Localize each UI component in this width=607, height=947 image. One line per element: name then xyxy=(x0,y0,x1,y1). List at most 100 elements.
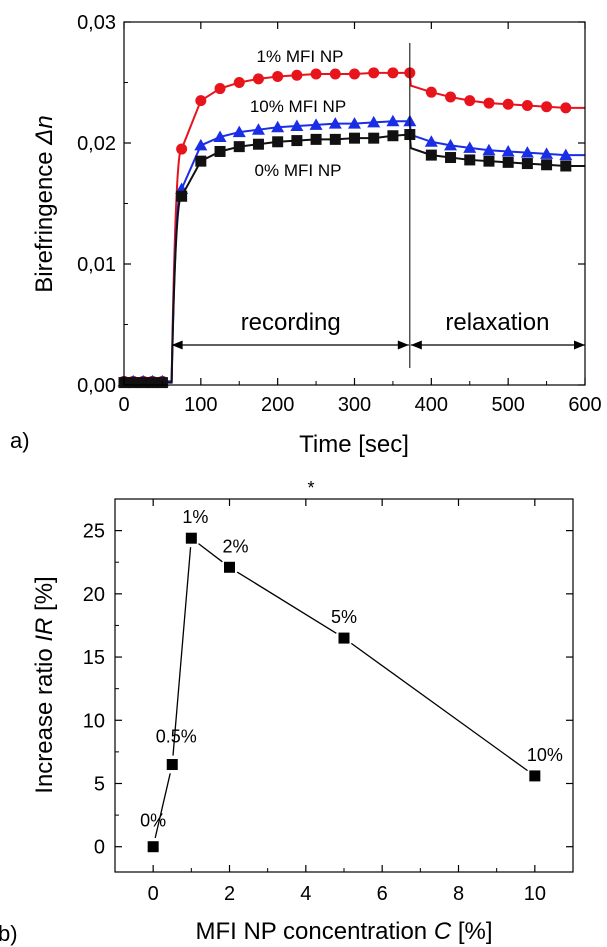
data-point-0pct xyxy=(445,152,457,164)
data-point-0pct xyxy=(425,149,437,161)
chart-b-xtick-label: 4 xyxy=(300,883,311,905)
chart-b-ytick-label: 10 xyxy=(83,710,105,732)
data-point-0pct xyxy=(541,159,553,171)
phase-arrows xyxy=(171,340,585,350)
data-point-0pct xyxy=(521,158,533,170)
data-point-1pct xyxy=(483,97,495,109)
chart-b-xtick-label: 10 xyxy=(524,883,546,905)
chart-b-ticks: 0 2 4 6 8 10 0 5 10 15 20 25 xyxy=(83,499,574,905)
data-point-1pct xyxy=(541,101,553,113)
chart-b-point xyxy=(185,532,197,544)
data-point-10pct xyxy=(367,115,381,128)
recording-label: recording xyxy=(241,309,341,336)
data-point-0pct xyxy=(329,133,341,145)
chart-b-xlabel: MFI NP concentration C [%] xyxy=(195,918,492,945)
data-point-1pct xyxy=(233,77,245,88)
data-point-1pct xyxy=(560,102,572,114)
chart-b-ytick-label: 25 xyxy=(83,521,105,543)
chart-a-ytick-label: 0,01 xyxy=(77,254,116,276)
chart-a-xtick-label: 0 xyxy=(118,394,129,416)
data-point-10pct xyxy=(559,148,573,161)
chart-a-ytick-label: 0,00 xyxy=(77,375,116,397)
chart-b-point-label: 10% xyxy=(527,745,563,765)
chart-b-segment xyxy=(154,773,171,839)
chart-b-ytick-label: 5 xyxy=(94,773,105,795)
data-point-10pct xyxy=(232,125,246,138)
chart-b-ylabel-symbol: IR xyxy=(31,618,58,642)
data-point-10pct xyxy=(444,138,458,151)
data-point-10pct xyxy=(501,144,515,157)
chart-a-xtick-label: 200 xyxy=(261,394,294,416)
data-point-1pct xyxy=(425,86,437,98)
chart-b-xlabel-symbol: C xyxy=(434,918,452,945)
data-point-1pct xyxy=(195,95,207,107)
data-point-0pct xyxy=(252,138,264,150)
data-point-0pct xyxy=(483,155,495,167)
chart-a-ytick-label: 0,03 xyxy=(77,12,116,34)
chart-b-point xyxy=(338,632,350,644)
chart-b-point xyxy=(147,841,159,853)
data-point-0pct xyxy=(195,155,207,167)
chart-b-point-label: 5% xyxy=(331,607,357,627)
chart-b-series xyxy=(147,532,541,853)
data-point-1pct xyxy=(445,91,457,103)
data-point-1pct xyxy=(521,99,533,111)
data-point-1pct xyxy=(502,98,514,110)
data-point-1pct xyxy=(464,95,476,107)
chart-b-point-label: 0% xyxy=(140,811,166,831)
chart-a-xtick-label: 600 xyxy=(568,394,601,416)
data-point-1pct xyxy=(387,67,399,79)
chart-a: 0 100 200 300 400 500 600 0,00 0,01 0,02 0,03 reco… xyxy=(10,12,602,458)
data-point-10pct xyxy=(348,117,361,129)
chart-b-ylabel-main: Increase ratio xyxy=(31,642,58,794)
chart-b-xtick-label: 6 xyxy=(377,883,388,905)
chart-a-xtick-label: 300 xyxy=(338,394,371,416)
data-point-10pct xyxy=(213,130,227,142)
data-point-10pct xyxy=(194,138,208,151)
data-point-10pct xyxy=(482,143,496,156)
chart-a-ticks: 0 100 200 300 400 500 600 0,00 0,01 0,02 0,03 xyxy=(77,12,602,416)
chart-b-point-labels: 0% 0.5% 1% 2% 5% 10% xyxy=(140,507,563,831)
data-point-1pct xyxy=(252,73,264,85)
chart-b-point-label: 2% xyxy=(222,536,248,556)
chart-b-plot-frame xyxy=(114,498,574,873)
data-point-10pct xyxy=(290,119,304,132)
data-point-10pct xyxy=(424,135,438,147)
data-point-0pct xyxy=(560,160,572,172)
data-point-10pct xyxy=(251,123,265,135)
chart-a-ylabel-main: Birefringence xyxy=(31,145,58,293)
chart-b-ytick-label: 0 xyxy=(94,837,105,859)
chart-a-xlabel: Time [sec] xyxy=(299,431,409,458)
chart-b-point xyxy=(529,770,541,782)
data-point-0pct xyxy=(291,135,303,147)
data-point-0pct xyxy=(368,132,380,144)
data-point-1pct xyxy=(176,143,188,155)
data-point-0pct xyxy=(464,154,476,166)
recording-arrow-head-left xyxy=(171,340,183,350)
chart-b-point xyxy=(166,759,178,771)
data-point-0pct xyxy=(502,156,514,168)
recording-arrow-head-right xyxy=(397,340,409,350)
chart-b-xtick-label: 0 xyxy=(148,883,159,905)
data-point-0pct xyxy=(146,377,158,389)
data-point-0pct xyxy=(272,136,284,148)
chart-b-segment xyxy=(172,547,192,756)
chart-a-ylabel-symbol: Δn xyxy=(31,115,58,145)
data-point-0pct xyxy=(349,132,360,144)
data-point-10pct xyxy=(540,147,554,159)
data-point-1pct xyxy=(368,67,380,79)
data-point-1pct xyxy=(349,68,360,80)
data-point-1pct xyxy=(310,68,322,80)
data-point-0pct xyxy=(214,145,226,157)
series-label-10pct: 10% MFI NP xyxy=(250,97,346,116)
chart-a-xtick-label: 400 xyxy=(415,394,448,416)
chart-b-ytick-label: 15 xyxy=(83,647,105,669)
chart-b-point-label: 0.5% xyxy=(156,727,197,747)
relaxation-arrow-head-left xyxy=(410,340,422,350)
separator-star: * xyxy=(307,478,314,498)
chart-b-segment xyxy=(350,642,528,772)
data-point-0pct xyxy=(387,130,399,142)
data-point-0pct xyxy=(233,141,245,153)
data-point-1pct xyxy=(291,69,303,81)
